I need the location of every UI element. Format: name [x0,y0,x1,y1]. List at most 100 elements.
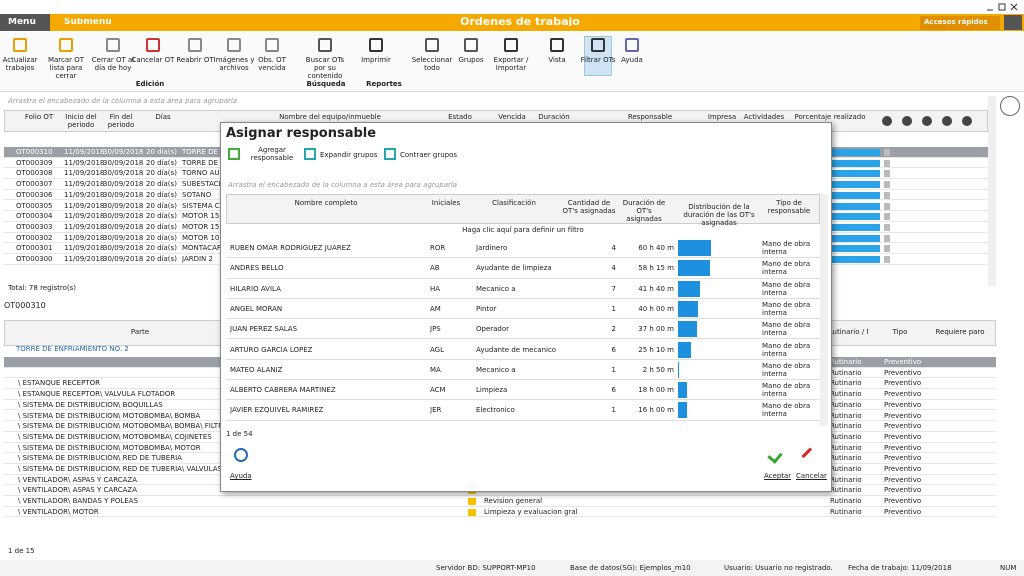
cell: Rutinario [830,508,862,517]
grid-cell: OT000307 [16,180,60,189]
ribbon-button[interactable]: Imprimir [352,56,400,64]
cell: Rutinario [830,412,862,421]
help-button[interactable]: Ayuda [230,472,252,481]
progress-bar [830,192,880,199]
row-icons [884,203,976,210]
ribbon-button[interactable]: Actualizar trabajos [0,56,44,72]
ribbon-button[interactable]: Buscar OTs por su contenido [301,56,349,80]
class-cell: Ayudante de limpieza [476,264,558,273]
toolbar-icon [304,148,316,160]
grid-cell: 30/09/2018 [103,191,147,200]
cell: Preventivo [884,422,921,431]
grid-cell: 30/09/2018 [103,212,147,221]
settings-button[interactable] [1004,15,1022,30]
grid-cell: 30/09/2018 [103,202,147,211]
part-cell: \ VENTILADOR\ MOTOR [18,508,318,517]
window-controls[interactable] [985,2,1021,12]
cell: Rutinario [830,390,862,399]
class-cell: Limpieza [476,386,558,395]
type-cell: Mano de obra interna [762,342,818,358]
initials-cell: ACM [430,386,446,395]
ribbon-button[interactable]: Cancelar OT [129,56,177,64]
grid-cell: 30/09/2018 [103,159,147,168]
class-cell: Mecanico a [476,285,558,294]
cell: Preventivo [884,476,921,485]
column-header: Distribución de la duración de las OT's … [678,203,760,227]
ribbon-icon [188,38,202,52]
scrollbar [988,96,996,286]
cell: Rutinario [830,379,862,388]
status-item: NUM [1000,564,1016,573]
cell: Preventivo [884,369,921,378]
info-button[interactable] [1000,96,1020,116]
progress-bar [830,213,880,220]
class-cell: Jardinero [476,244,558,253]
ribbon-icon [318,38,332,52]
count-cell: 6 [560,346,616,355]
grid-cell: 11/09/2018 [64,234,108,243]
distribution-bar [678,281,700,297]
ribbon-button[interactable]: Obs. OT vencida [248,56,296,72]
row-icons [884,213,976,220]
cell: Preventivo [884,465,921,474]
filter-row[interactable]: Haga clic aquí para definir un filtro [226,226,820,235]
count-cell: 1 [560,406,616,415]
grid-cell: TORNO AU [182,169,222,178]
cell: Preventivo [884,390,921,399]
cell: Rutinario [830,401,862,410]
toolbar-button[interactable]: Expandir grupos [320,151,377,160]
ribbon-button[interactable]: Exportar / Importar [487,56,535,72]
name-cell: ALBERTO CABRERA MARTINEZ [230,386,420,395]
duration-cell: 16 h 00 m [618,406,674,415]
toolbar-button[interactable]: Agregar responsable [244,146,300,162]
name-cell: ARTURO GARCIA LOPEZ [230,346,420,355]
count-cell: 4 [560,264,616,273]
type-cell: Mano de obra interna [762,321,818,337]
grid-cell: 30/09/2018 [103,169,147,178]
type-cell: Mano de obra interna [762,240,818,256]
initials-cell: AB [430,264,440,273]
grid-cell: 11/09/2018 [64,212,108,221]
grid-cell: OT000300 [16,255,60,264]
grid-cell: OT000306 [16,191,60,200]
type-cell: Mano de obra interna [762,402,818,418]
status-item: Fecha de trabajo: 11/09/2018 [848,564,952,573]
help-icon[interactable] [234,448,248,462]
grid-cell: 30/09/2018 [103,244,147,253]
grid-cell: SUBESTACI [182,180,222,189]
task-cell: Revision general [484,497,644,506]
name-cell: RUBEN OMAR RODRÍGUEZ JUÁREZ [230,244,420,253]
accept-button[interactable]: Aceptar [764,472,791,481]
row-icons [884,160,976,167]
duration-cell: 18 h 00 m [618,386,674,395]
name-cell: HILARIO AVILA [230,285,420,294]
cell: Rutinario [830,433,862,442]
grid-cell: 30/09/2018 [103,234,147,243]
distribution-bar [678,382,687,398]
toolbar-button[interactable]: Contraer grupos [400,151,457,160]
menu-button[interactable]: Menú [8,18,36,27]
cell: Rutinario [830,476,862,485]
grid-cell: MOTOR 10 [182,234,222,243]
icon-column [902,116,912,126]
ribbon-icon [369,38,383,52]
column-header: Parte [120,328,160,337]
icon-column [942,116,952,126]
grid-cell: OT000308 [16,169,60,178]
grid-cell: OT000309 [16,159,60,168]
cancel-button[interactable]: Cancelar [796,472,827,481]
part-cell: \ VENTILADOR\ BANDAS Y POLEAS [18,497,318,506]
cell: Preventivo [884,379,921,388]
quick-access-label[interactable]: Accesos rápidos [924,18,988,27]
ribbon-icon [550,38,564,52]
row-icons [884,170,976,177]
ribbon-button[interactable]: Ayuda [608,56,656,64]
cell: Preventivo [884,486,921,495]
class-cell: Ayudante de mecanico [476,346,558,355]
ribbon-icon [464,38,478,52]
ribbon-button[interactable]: Marcar OT lista para cerrar [42,56,90,80]
submenu-button[interactable]: Submenú [64,18,112,27]
close-button[interactable] [818,124,830,136]
progress-bar [830,245,880,252]
cell: Preventivo [884,497,921,506]
